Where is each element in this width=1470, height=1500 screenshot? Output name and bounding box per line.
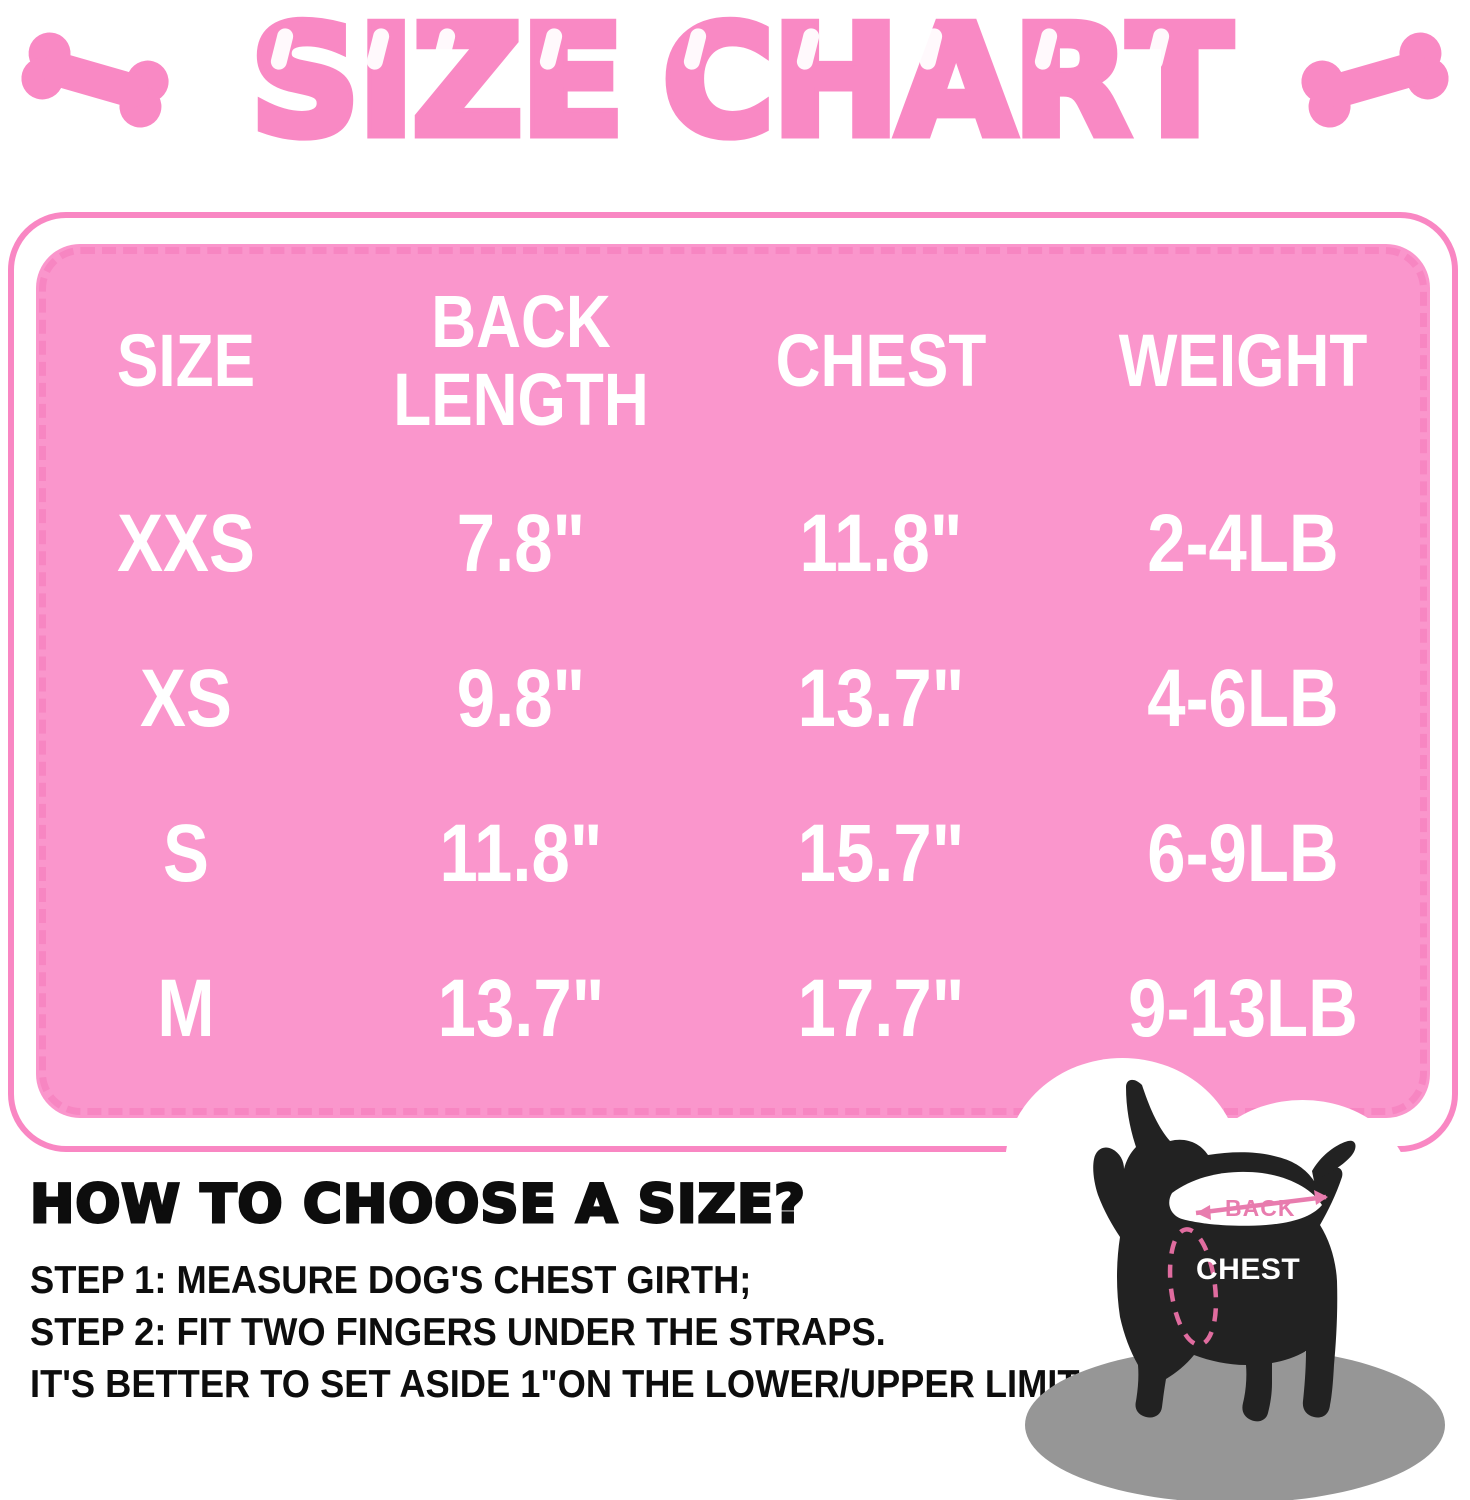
cell-chest: 13.7" <box>797 653 965 744</box>
how-to-step-1: STEP 1: MEASURE DOG'S CHEST GIRTH; <box>30 1259 752 1302</box>
table-row: S 11.8" 15.7" 6-9LB <box>36 794 1430 914</box>
cell-size: S <box>163 808 209 899</box>
title-letter: C <box>658 0 779 170</box>
title-letter: E <box>516 0 629 170</box>
size-table: SIZE BACK LENGTH CHEST WEIGHT XXS 7.8" 1… <box>36 244 1430 1118</box>
chest-measure-label: CHEST <box>1196 1253 1301 1286</box>
cell-back-length: 11.8" <box>439 808 603 899</box>
ellipse-shadow-icon <box>1025 1347 1445 1500</box>
how-to-heading: HOW TO CHOOSE A SIZE? <box>29 1173 807 1236</box>
title-letter: S <box>246 0 365 170</box>
how-to-step-2: STEP 2: FIT TWO FINGERS UNDER THE STRAPS… <box>30 1311 886 1354</box>
cell-weight: 6-9LB <box>1147 808 1339 899</box>
title-letter: I <box>353 0 418 170</box>
cell-size: XS <box>140 653 232 744</box>
column-header-back-length-line2: LENGTH <box>393 358 649 441</box>
cell-weight: 2-4LB <box>1147 498 1339 589</box>
back-measure-label: BACK <box>1225 1195 1296 1221</box>
dog-silhouette-icon <box>1093 1079 1356 1422</box>
cell-chest: 17.7" <box>797 963 965 1054</box>
cell-chest: 11.8" <box>799 498 963 589</box>
cell-back-length: 9.8" <box>456 653 586 744</box>
title-letter: Z <box>408 0 527 170</box>
column-header-chest: CHEST <box>775 319 987 402</box>
title-space <box>622 7 662 157</box>
title-letter: A <box>893 0 1020 170</box>
cell-size: XXS <box>117 498 255 589</box>
cell-chest: 15.7" <box>797 808 965 899</box>
table-panel <box>36 244 1430 1118</box>
title-letter: R <box>1008 0 1134 170</box>
bone-icon <box>1293 26 1456 135</box>
bone-icon <box>13 26 176 135</box>
dog-measurement-diagram <box>1000 1065 1470 1500</box>
table-row: XXS 7.8" 11.8" 2-4LB <box>36 484 1430 604</box>
column-header-back-length-line1: BACK <box>431 280 611 363</box>
title-letter: H <box>768 0 904 170</box>
table-row: M 13.7" 17.7" 9-13LB <box>36 949 1430 1069</box>
how-to-step-3: IT'S BETTER TO SET ASIDE 1"ON THE LOWER/… <box>30 1363 1086 1406</box>
table-row: XS 9.8" 13.7" 4-6LB <box>36 639 1430 759</box>
cell-size: M <box>157 963 215 1054</box>
how-to-choose-section: HOW TO CHOOSE A SIZE? STEP 1: MEASURE DO… <box>29 1173 1086 1411</box>
cell-back-length: 13.7" <box>437 963 605 1054</box>
title-letter: T <box>1123 0 1236 170</box>
cell-back-length: 7.8" <box>456 498 586 589</box>
table-header-row: SIZE BACK LENGTH CHEST WEIGHT <box>36 285 1430 437</box>
double-arrow-icon <box>1195 1190 1328 1220</box>
cell-weight: 4-6LB <box>1147 653 1339 744</box>
column-header-back-length: BACK LENGTH <box>366 285 677 437</box>
column-header-size: SIZE <box>116 319 256 402</box>
column-header-weight: WEIGHT <box>1118 319 1368 402</box>
cell-weight: 9-13LB <box>1128 963 1358 1054</box>
